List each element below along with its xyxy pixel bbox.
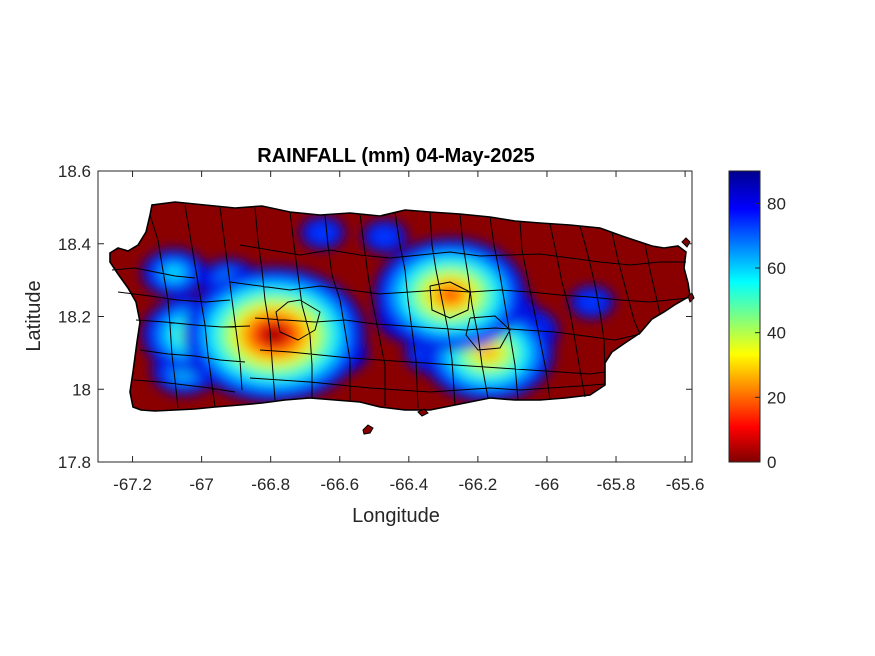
islet <box>681 237 691 248</box>
rainfall-field <box>110 202 690 411</box>
offshore-islets <box>362 237 695 435</box>
y-axis-label: Latitude <box>23 280 45 351</box>
rainfall-contour <box>165 266 183 279</box>
x-tick-label: -66 <box>535 475 560 494</box>
x-tick-label: -66.6 <box>320 475 359 494</box>
municipality-boundaries <box>111 204 689 409</box>
x-tick-label: -66.2 <box>459 475 498 494</box>
islet <box>417 408 429 417</box>
colorbar-ticks: 0 20 40 60 80 <box>755 194 786 472</box>
rainfall-contour <box>577 291 606 313</box>
x-tick-label: -67 <box>189 475 214 494</box>
y-tick-label: 18.2 <box>58 308 91 327</box>
x-tick-label: -67.2 <box>113 475 152 494</box>
y-tick-label: 18.4 <box>58 235 91 254</box>
y-tick-label: 18 <box>72 380 91 399</box>
rainfall-contour <box>308 222 337 244</box>
y-tick-label: 18.6 <box>58 162 91 181</box>
islet <box>362 424 374 435</box>
x-axis-label: Longitude <box>352 505 440 527</box>
y-axis-ticks: 17.8 18 18.2 18.4 18.6 <box>58 162 692 472</box>
x-tick-label: -66.8 <box>251 475 290 494</box>
colorbar-tick-label: 40 <box>767 324 786 343</box>
x-axis-ticks: -67.2 -67 -66.8 -66.6 -66.4 -66.2 -66 -65.8 -65.… <box>113 171 704 494</box>
chart-title: RAINFALL (mm) 04-May-2025 <box>257 145 534 167</box>
colorbar-tick-label: 0 <box>767 453 776 472</box>
colorbar <box>728 170 761 463</box>
y-tick-label: 17.8 <box>58 453 91 472</box>
x-tick-label: -65.8 <box>597 475 636 494</box>
x-tick-label: -66.4 <box>389 475 428 494</box>
x-tick-label: -65.6 <box>666 475 705 494</box>
colorbar-tick-label: 80 <box>767 194 786 213</box>
colorbar-tick-label: 60 <box>767 259 786 278</box>
colorbar-tick-label: 20 <box>767 388 786 407</box>
rainfall-contour <box>370 226 399 247</box>
